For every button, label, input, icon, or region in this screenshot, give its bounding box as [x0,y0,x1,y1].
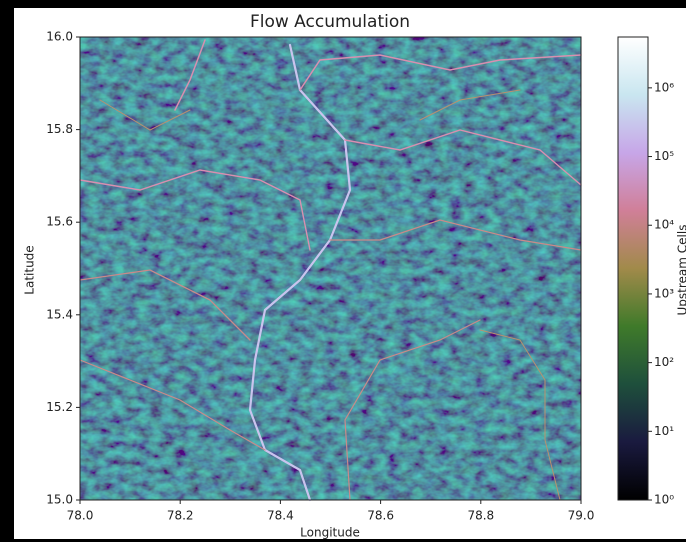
x-tick-label: 78.4 [267,509,294,523]
colorbar-tick-label: 10⁴ [654,218,674,232]
chart-title: Flow Accumulation [250,12,410,32]
y-tick-label: 15.4 [46,307,73,321]
y-axis-label: Latitude [23,245,37,294]
colorbar-tick-label: 10⁰ [654,493,674,507]
colorbar-tick-label: 10² [654,355,674,369]
x-tick-label: 78.0 [67,509,94,523]
colorbar-label: Upstream Cells [676,225,686,316]
raster [80,37,581,500]
x-tick-label: 79.0 [568,509,595,523]
raster-texture [80,37,581,500]
x-tick-label: 78.8 [467,509,494,523]
frame-left [0,0,14,542]
y-tick-label: 15.8 [46,122,73,136]
y-tick-label: 15.6 [46,215,73,229]
colorbar-tick-label: 10⁵ [654,149,674,163]
colorbar-tick-label: 10⁶ [654,80,674,94]
y-tick-label: 15.0 [46,493,73,507]
x-tick-label: 78.6 [367,509,394,523]
x-axis-label: Longitude [300,526,360,540]
chart: Flow Accumulation Longitude Latitude Ups… [0,0,686,542]
x-tick-label: 78.2 [167,509,194,523]
colorbar-tick-label: 10³ [654,286,674,300]
colorbar-tick-label: 10¹ [654,424,674,438]
frame-top [0,0,686,8]
y-tick-label: 16.0 [46,30,73,44]
y-tick-label: 15.2 [46,400,73,414]
colorbar [618,37,648,500]
